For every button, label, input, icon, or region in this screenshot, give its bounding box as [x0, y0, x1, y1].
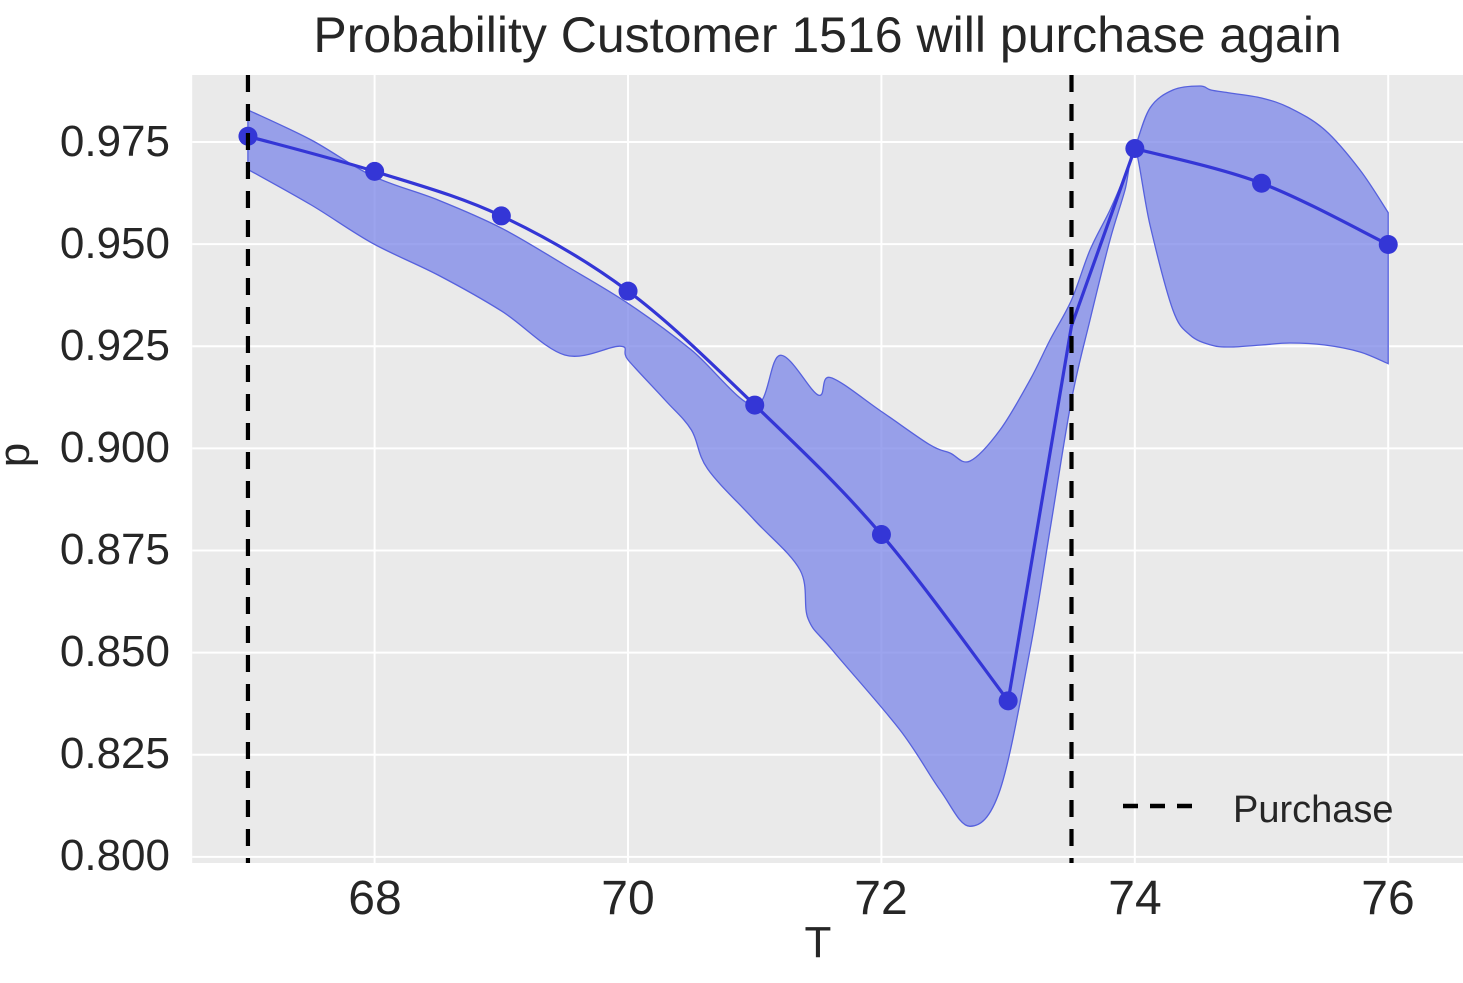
svg-text:Purchase: Purchase: [1233, 789, 1394, 831]
